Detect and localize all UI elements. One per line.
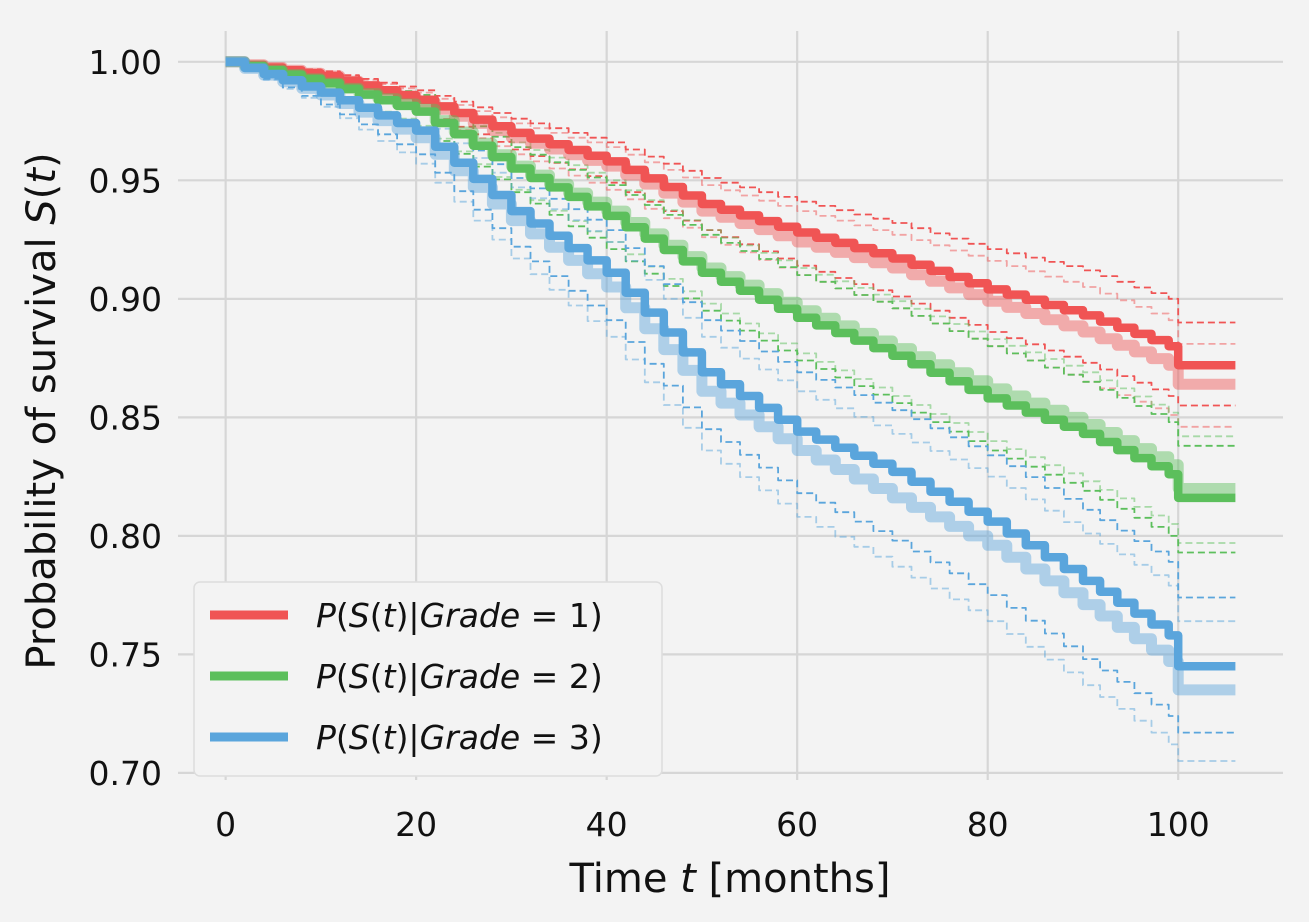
legend-label-grade-1: P(S(t)|Grade = 1) (316, 596, 603, 635)
x-axis-ticks: 0 20 40 60 80 100 (215, 805, 1210, 844)
legend-label-grade-3: P(S(t)|Grade = 3) (316, 718, 603, 757)
y-axis-ticks: 0.70 0.75 0.80 0.85 0.90 0.95 1.00 (89, 43, 162, 793)
y-tick-label: 0.95 (89, 161, 162, 200)
survival-curve-grade-3 (225, 57, 1236, 671)
ci-upper-secondary-grade-1 (225, 60, 1236, 345)
y-tick-label: 0.70 (89, 754, 162, 793)
x-tick-label: 60 (776, 805, 818, 844)
legend-entry-grade-1: P(S(t)|Grade = 1) (210, 596, 603, 635)
legend: P(S(t)|Grade = 1) P(S(t)|Grade = 2) P(S(… (193, 581, 663, 777)
x-tick-label: 20 (395, 805, 437, 844)
x-tick-label: 80 (967, 805, 1009, 844)
ci-lower-grade-3 (225, 60, 1236, 734)
y-tick-label: 0.80 (89, 517, 162, 556)
survival-curve-grade-1 (225, 57, 1236, 370)
y-tick-label: 0.75 (89, 635, 162, 674)
x-axis-label: Time t [months] (569, 856, 891, 902)
y-tick-label: 0.85 (89, 398, 162, 437)
legend-entry-grade-2: P(S(t)|Grade = 2) (210, 657, 603, 696)
legend-label-grade-2: P(S(t)|Grade = 2) (316, 657, 603, 696)
grid-lines (178, 31, 1283, 780)
x-tick-label: 0 (215, 805, 236, 844)
survival-curve-grade-2 (225, 57, 1236, 503)
legend-entry-grade-3: P(S(t)|Grade = 3) (210, 718, 603, 757)
y-axis-label: Probability of survival S(t) (19, 152, 65, 669)
survival-curves (225, 56, 1236, 696)
y-tick-label: 1.00 (89, 43, 162, 82)
y-tick-label: 0.90 (89, 280, 162, 319)
x-tick-label: 40 (586, 805, 628, 844)
ci-upper-grade-1 (225, 60, 1236, 324)
legend-box (193, 581, 663, 777)
x-tick-label: 100 (1147, 805, 1210, 844)
ci-lower-secondary-grade-3 (225, 60, 1236, 762)
